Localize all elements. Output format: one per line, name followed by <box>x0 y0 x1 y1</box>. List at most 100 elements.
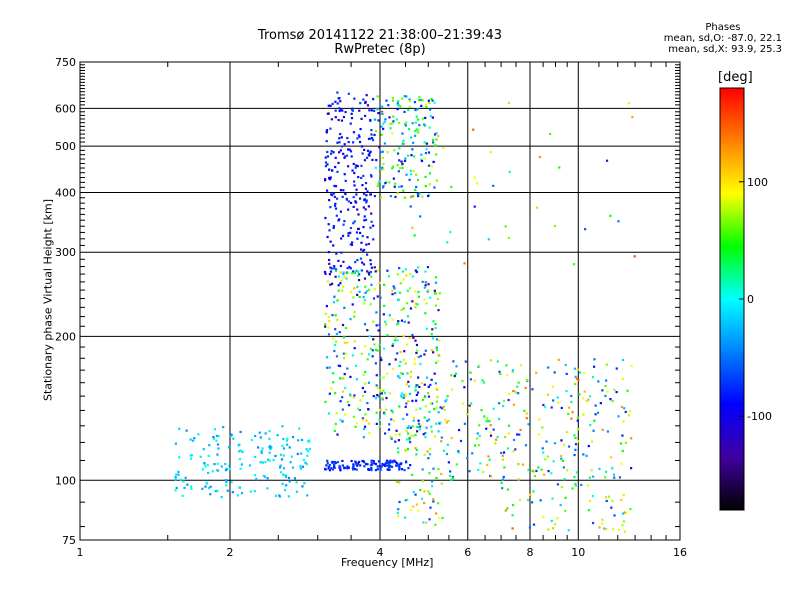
data-point <box>576 416 579 419</box>
data-point <box>606 390 609 393</box>
data-point <box>175 473 178 476</box>
data-point <box>238 443 241 446</box>
data-point <box>360 352 364 355</box>
data-point <box>388 363 391 366</box>
data-point <box>360 145 364 148</box>
data-point <box>327 250 331 254</box>
data-point <box>351 169 354 172</box>
data-point <box>573 453 576 457</box>
data-point <box>435 406 438 409</box>
data-point <box>430 333 433 336</box>
data-point <box>403 95 406 98</box>
data-point <box>415 453 418 456</box>
data-point <box>437 467 440 471</box>
data-point <box>518 498 522 502</box>
data-point <box>240 463 243 466</box>
data-point <box>514 391 518 394</box>
data-point <box>191 439 195 442</box>
data-point <box>431 337 435 340</box>
data-point <box>225 480 228 483</box>
data-point <box>408 287 411 290</box>
data-point <box>354 166 357 169</box>
data-point <box>609 456 613 459</box>
data-point <box>357 213 360 216</box>
data-point <box>355 462 358 465</box>
data-point <box>337 161 340 165</box>
data-point <box>423 123 426 126</box>
data-point <box>339 132 342 136</box>
data-point <box>622 420 625 423</box>
data-point <box>330 118 333 121</box>
data-point <box>347 92 350 95</box>
data-point <box>451 477 455 480</box>
data-point <box>421 398 424 401</box>
data-point <box>511 503 515 507</box>
data-point <box>368 353 371 356</box>
data-point <box>481 379 484 382</box>
data-point <box>396 108 399 111</box>
data-point <box>359 102 362 105</box>
data-point <box>373 266 376 269</box>
data-point <box>211 470 214 473</box>
data-point <box>591 521 595 525</box>
data-point <box>381 112 384 115</box>
data-point <box>388 314 391 317</box>
data-point <box>429 402 433 405</box>
data-point <box>425 376 429 379</box>
data-point <box>394 440 397 443</box>
data-point <box>406 432 410 435</box>
data-point <box>231 491 234 494</box>
data-point <box>450 388 454 391</box>
data-point <box>324 216 327 220</box>
data-point <box>382 376 385 379</box>
data-point <box>406 289 409 292</box>
data-point <box>329 193 333 196</box>
data-point <box>358 295 361 299</box>
data-point <box>502 451 506 454</box>
data-point <box>228 446 231 449</box>
data-point <box>337 275 341 278</box>
data-point <box>177 473 180 476</box>
data-point <box>375 374 378 377</box>
data-point <box>421 468 424 471</box>
data-point <box>514 448 517 451</box>
data-point <box>574 443 578 446</box>
data-point <box>411 473 414 476</box>
data-point <box>416 391 420 394</box>
data-point <box>604 394 607 398</box>
data-point <box>391 99 395 102</box>
data-point <box>527 423 530 426</box>
data-point <box>359 231 362 235</box>
data-point <box>417 194 420 198</box>
data-point <box>332 244 335 247</box>
data-point <box>424 270 427 273</box>
data-point <box>264 432 267 435</box>
data-point <box>327 223 330 226</box>
data-point <box>326 280 329 283</box>
data-point <box>542 451 545 454</box>
data-point <box>507 432 510 435</box>
data-point <box>327 315 330 318</box>
data-point <box>284 474 288 477</box>
data-point <box>551 385 554 388</box>
data-point <box>324 156 327 159</box>
data-point <box>386 151 389 154</box>
data-point <box>395 429 398 432</box>
data-point <box>435 153 438 156</box>
data-point <box>463 262 466 265</box>
data-point <box>405 274 408 277</box>
data-point <box>361 418 364 421</box>
data-point <box>605 379 608 382</box>
data-point <box>408 437 411 440</box>
data-point <box>404 362 407 365</box>
data-point <box>333 343 337 347</box>
data-point <box>368 109 371 112</box>
data-point <box>621 377 624 381</box>
data-point <box>327 465 331 468</box>
data-point <box>605 159 609 162</box>
data-point <box>434 361 438 364</box>
data-point <box>268 430 271 433</box>
data-point <box>418 385 421 389</box>
data-point <box>300 438 304 442</box>
data-point <box>480 409 483 412</box>
